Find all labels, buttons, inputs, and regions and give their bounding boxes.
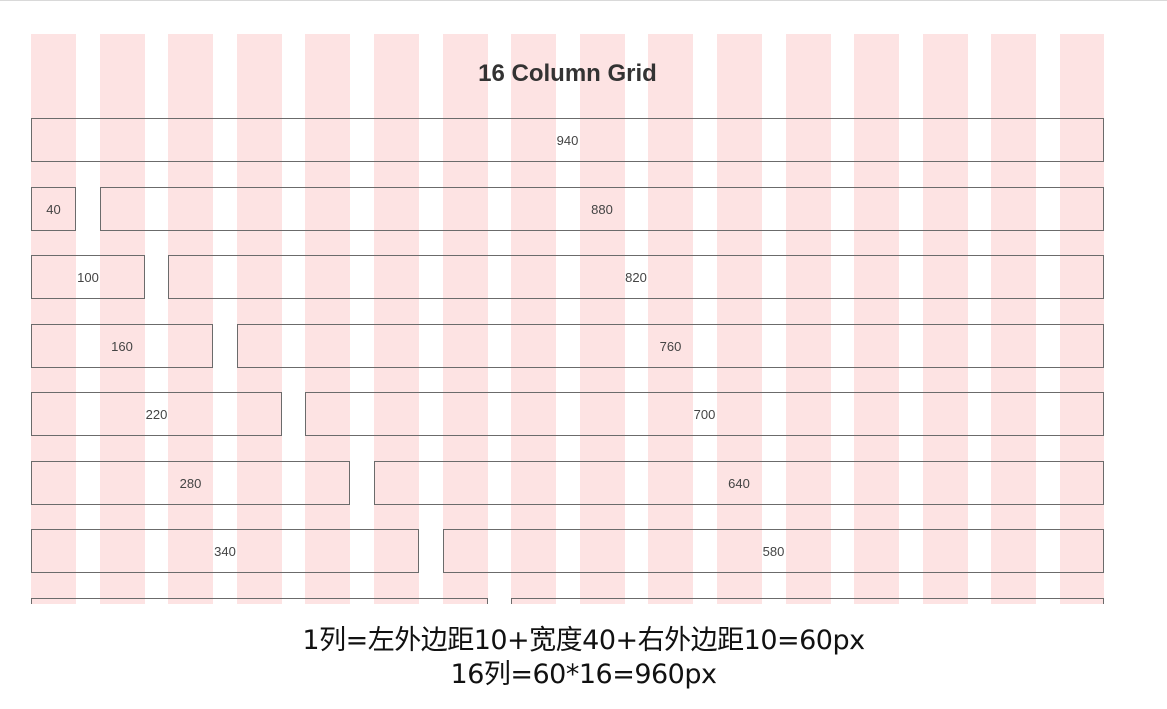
grid-box-left: 400	[31, 598, 488, 604]
grid-box-right: 700	[305, 392, 1104, 436]
grid-column-stripe	[580, 34, 625, 604]
grid-column-stripe	[168, 34, 213, 604]
grid-column-stripe	[854, 34, 899, 604]
grid-box-right: 640	[374, 461, 1104, 505]
grid-column-stripe	[923, 34, 968, 604]
grid-box-full: 940	[31, 118, 1104, 162]
grid-column-stripe	[31, 34, 76, 604]
grid-column-stripe	[786, 34, 831, 604]
grid-column-stripe	[717, 34, 762, 604]
grid-column-stripe	[648, 34, 693, 604]
grid-diagram: 16 Column Grid 940 40 880 100 820 160 760 220 70…	[31, 34, 1104, 604]
grid-box-left: 220	[31, 392, 282, 436]
caption-column-formula: 1列=左外边距10+宽度40+右外边距10=60px	[302, 625, 865, 656]
grid-column-stripe	[991, 34, 1036, 604]
grid-box-left: 160	[31, 324, 213, 368]
grid-column-stripe	[511, 34, 556, 604]
grid-column-stripe	[100, 34, 145, 604]
grid-box-right: 580	[443, 529, 1104, 573]
grid-box-left: 100	[31, 255, 145, 299]
grid-column-stripe	[374, 34, 419, 604]
grid-column-stripe	[1060, 34, 1104, 604]
top-divider	[0, 0, 1167, 1]
grid-column-stripe	[305, 34, 350, 604]
caption-total-formula: 16列=60*16=960px	[450, 659, 717, 690]
grid-box-left: 280	[31, 461, 350, 505]
grid-box-right: 760	[237, 324, 1104, 368]
grid-column-stripe	[443, 34, 488, 604]
grid-box-right: 820	[168, 255, 1104, 299]
grid-box-right: 880	[100, 187, 1104, 231]
grid-box-left: 40	[31, 187, 76, 231]
grid-box-right: 520	[511, 598, 1104, 604]
grid-title: 16 Column Grid	[478, 60, 657, 87]
grid-box-left: 340	[31, 529, 419, 573]
grid-column-stripe	[237, 34, 282, 604]
